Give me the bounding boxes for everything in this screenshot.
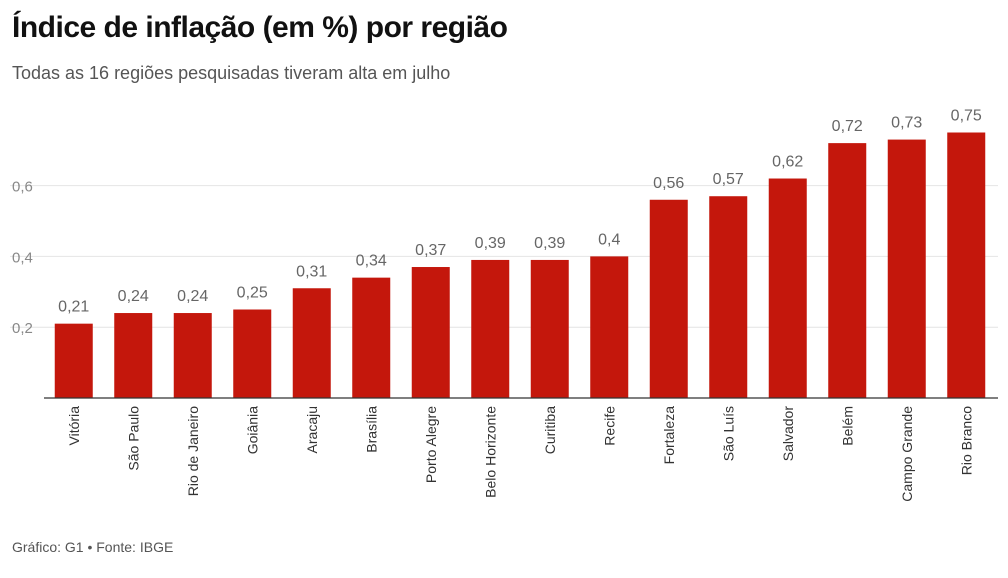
bar <box>887 139 926 398</box>
data-label: 0,57 <box>713 171 744 188</box>
x-tick-label: Brasília <box>363 406 379 453</box>
y-tick-label: 0,2 <box>12 320 33 337</box>
data-label: 0,39 <box>534 235 565 252</box>
bars: 0,21 0,24 0,24 0,25 0,31 0,34 0,37 0,39 0,39 0,4 0… <box>54 108 986 398</box>
x-axis: Vitória São Paulo Rio de Janeiro Goiânia Ara… <box>44 397 998 502</box>
bar <box>768 178 807 398</box>
bar <box>530 259 569 398</box>
bar <box>114 313 153 398</box>
bar <box>292 288 331 398</box>
bar <box>233 309 272 398</box>
bar <box>828 143 867 398</box>
x-tick-label: Fortaleza <box>661 406 677 465</box>
data-label: 0,24 <box>118 288 149 305</box>
y-tick-label: 0,4 <box>12 249 33 266</box>
data-label: 0,56 <box>653 175 684 192</box>
data-label: 0,34 <box>356 253 387 270</box>
data-label: 0,21 <box>58 299 89 316</box>
x-tick-label: Rio de Janeiro <box>185 406 201 496</box>
data-label: 0,72 <box>832 118 863 135</box>
bar <box>411 267 450 398</box>
bar <box>590 256 629 398</box>
x-tick-label: Rio Branco <box>958 406 974 475</box>
source-note: Gráfico: G1 • Fonte: IBGE <box>12 539 174 555</box>
x-tick-label: São Paulo <box>125 406 141 471</box>
x-tick-label: São Luís <box>720 406 736 461</box>
x-tick-label: Salvador <box>780 406 796 462</box>
bar <box>649 199 688 398</box>
bar <box>54 323 93 398</box>
bar <box>471 259 510 398</box>
x-tick-label: Curitiba <box>542 406 558 454</box>
data-label: 0,62 <box>772 154 803 171</box>
x-tick-label: Aracaju <box>304 406 320 453</box>
data-label: 0,39 <box>475 235 506 252</box>
bar <box>947 132 986 398</box>
y-tick-label: 0,6 <box>12 179 33 196</box>
data-label: 0,25 <box>237 285 268 302</box>
bar <box>709 196 748 398</box>
x-tick-label: Vitória <box>66 406 82 446</box>
data-label: 0,73 <box>891 115 922 132</box>
x-tick-label: Porto Alegre <box>423 406 439 483</box>
chart-subtitle: Todas as 16 regiões pesquisadas tiveram … <box>12 63 451 83</box>
x-tick-label: Campo Grande <box>899 406 915 502</box>
data-label: 0,31 <box>296 263 327 280</box>
x-tick-label: Goiânia <box>244 406 260 454</box>
x-tick-label: Recife <box>601 406 617 446</box>
data-label: 0,4 <box>598 231 620 248</box>
x-tick-label: Belo Horizonte <box>482 406 498 498</box>
x-tick-label: Belém <box>839 406 855 446</box>
data-label: 0,37 <box>415 242 446 259</box>
bar <box>352 277 391 398</box>
bar <box>173 313 212 398</box>
chart-title: Índice de inflação (em %) por região <box>12 11 508 44</box>
data-label: 0,24 <box>177 288 208 305</box>
data-label: 0,75 <box>951 108 982 125</box>
